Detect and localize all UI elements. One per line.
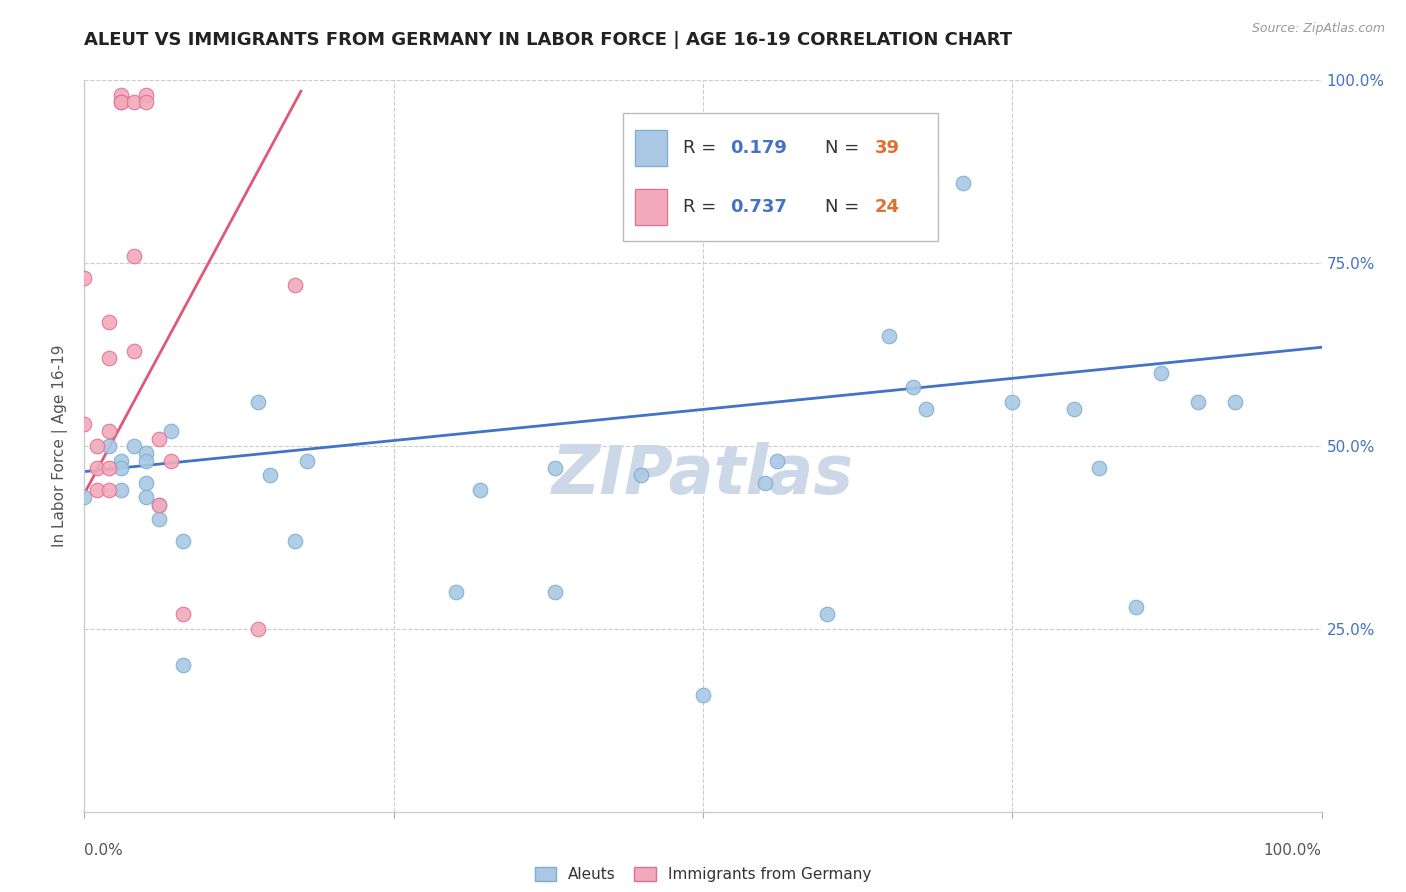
Point — [284, 278, 307, 293]
Point — [1223, 395, 1246, 409]
Point — [903, 380, 925, 394]
Point — [110, 87, 132, 102]
Point — [110, 461, 132, 475]
Point — [86, 461, 108, 475]
Point — [135, 87, 157, 102]
Text: 0.179: 0.179 — [730, 139, 787, 157]
Point — [172, 658, 194, 673]
Point — [1063, 402, 1085, 417]
Point — [543, 585, 565, 599]
Point — [172, 607, 194, 622]
Text: 0.737: 0.737 — [730, 198, 787, 216]
Point — [73, 490, 96, 504]
Point — [160, 453, 183, 467]
Bar — [636, 189, 666, 225]
Point — [172, 534, 194, 549]
Point — [98, 461, 121, 475]
Point — [86, 483, 108, 497]
Point — [630, 468, 652, 483]
Point — [1001, 395, 1024, 409]
Point — [110, 95, 132, 110]
Bar — [636, 189, 666, 225]
Text: Source: ZipAtlas.com: Source: ZipAtlas.com — [1251, 22, 1385, 36]
Point — [444, 585, 467, 599]
Point — [148, 512, 170, 526]
Y-axis label: In Labor Force | Age 16-19: In Labor Force | Age 16-19 — [52, 344, 69, 548]
Point — [246, 622, 269, 636]
Point — [160, 425, 183, 439]
Point — [73, 270, 96, 285]
Point — [73, 417, 96, 431]
Point — [284, 534, 307, 549]
Point — [1088, 461, 1111, 475]
Text: ALEUT VS IMMIGRANTS FROM GERMANY IN LABOR FORCE | AGE 16-19 CORRELATION CHART: ALEUT VS IMMIGRANTS FROM GERMANY IN LABO… — [84, 31, 1012, 49]
Point — [877, 329, 900, 343]
Point — [122, 343, 145, 358]
Point — [1125, 599, 1147, 614]
Text: 100.0%: 100.0% — [1264, 843, 1322, 858]
Bar — [636, 130, 666, 166]
Point — [122, 439, 145, 453]
Point — [135, 446, 157, 460]
Text: N =: N = — [824, 198, 865, 216]
Point — [1150, 366, 1173, 380]
Point — [148, 498, 170, 512]
Text: 0.0%: 0.0% — [84, 843, 124, 858]
Point — [148, 498, 170, 512]
Point — [98, 483, 121, 497]
Point — [295, 453, 318, 467]
Point — [952, 176, 974, 190]
Text: R =: R = — [682, 198, 721, 216]
Point — [135, 453, 157, 467]
Text: 39: 39 — [875, 139, 900, 157]
Point — [110, 483, 132, 497]
Text: R =: R = — [682, 139, 721, 157]
Point — [1187, 395, 1209, 409]
Point — [914, 402, 936, 417]
Point — [122, 95, 145, 110]
Point — [692, 688, 714, 702]
Point — [754, 475, 776, 490]
Point — [148, 432, 170, 446]
Point — [98, 315, 121, 329]
Point — [246, 395, 269, 409]
Point — [135, 475, 157, 490]
Point — [135, 95, 157, 110]
Point — [470, 483, 492, 497]
Point — [98, 425, 121, 439]
Point — [259, 468, 281, 483]
Bar — [636, 130, 666, 166]
Point — [815, 607, 838, 622]
Point — [543, 461, 565, 475]
Text: 24: 24 — [875, 198, 900, 216]
Point — [86, 439, 108, 453]
Point — [98, 351, 121, 366]
Legend: Aleuts, Immigrants from Germany: Aleuts, Immigrants from Germany — [529, 861, 877, 888]
Point — [110, 453, 132, 467]
Point — [766, 453, 789, 467]
Text: ZIPatlas: ZIPatlas — [553, 442, 853, 508]
Text: N =: N = — [824, 139, 865, 157]
Point — [98, 439, 121, 453]
Point — [110, 95, 132, 110]
Point — [135, 490, 157, 504]
Point — [122, 249, 145, 263]
